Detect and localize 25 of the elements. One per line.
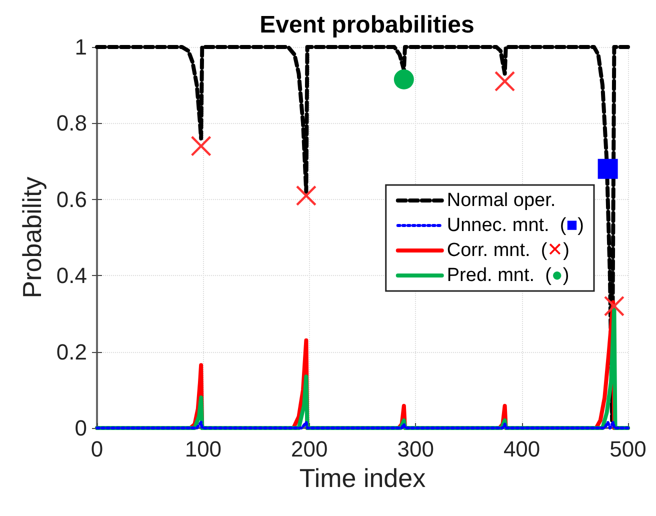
x-tick-label: 400: [503, 436, 540, 462]
point: [598, 158, 618, 179]
x-tick-label: 300: [397, 436, 434, 462]
point: [494, 71, 515, 92]
legend-label: Normal oper.: [446, 190, 556, 211]
y-tick-label: 0.6: [56, 186, 87, 212]
x-tick-label: 100: [184, 436, 222, 462]
y-tick-label: 0: [74, 416, 87, 440]
y-tick-label: 0.8: [56, 110, 87, 136]
point: [604, 296, 624, 316]
x-tick-label: 500: [610, 436, 646, 462]
y-axis-title: Probability: [17, 176, 47, 298]
point: [191, 136, 212, 156]
chart-title: Event probabilities: [260, 12, 474, 38]
y-tick-label: 1: [74, 34, 87, 60]
point: [296, 186, 316, 206]
y-tick-label: 0.4: [56, 263, 87, 288]
x-axis-title: Time index: [299, 462, 426, 493]
x-tick-label: 200: [291, 436, 328, 462]
legend-label: Pred. mnt. (●): [446, 265, 570, 286]
legend-label: Unnec. mnt. (■): [446, 215, 584, 236]
x-tick-label: 0: [90, 436, 104, 462]
y-tick-label: 0.2: [56, 339, 87, 364]
point: [394, 69, 414, 90]
legend-label: Corr. mnt. (✕): [446, 240, 570, 261]
